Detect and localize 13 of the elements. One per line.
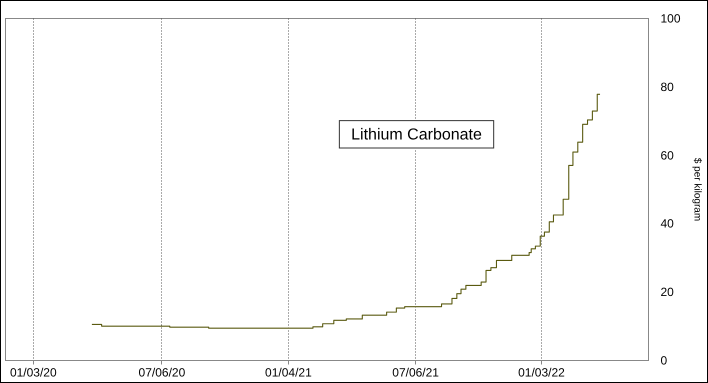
y-axis-title: $ per kilogram: [692, 158, 703, 222]
text: Lithium Carbonate: [351, 126, 482, 144]
x-tick-label: 07/06/21: [392, 366, 440, 380]
x-tick-label: 01/03/20: [10, 366, 57, 380]
x-tick-label: 07/06/20: [138, 366, 186, 380]
y-tick-label: 20: [660, 285, 674, 300]
y-tick-label: 60: [660, 148, 674, 162]
y-tick-label: 0: [660, 354, 668, 368]
y-tick-label: 100: [660, 12, 681, 26]
x-tick-label: 01/04/21: [265, 366, 312, 380]
y-tick-label: 40: [660, 216, 674, 231]
x-tick-label: 01/03/22: [518, 366, 566, 380]
y-tick-label: 80: [660, 80, 674, 94]
